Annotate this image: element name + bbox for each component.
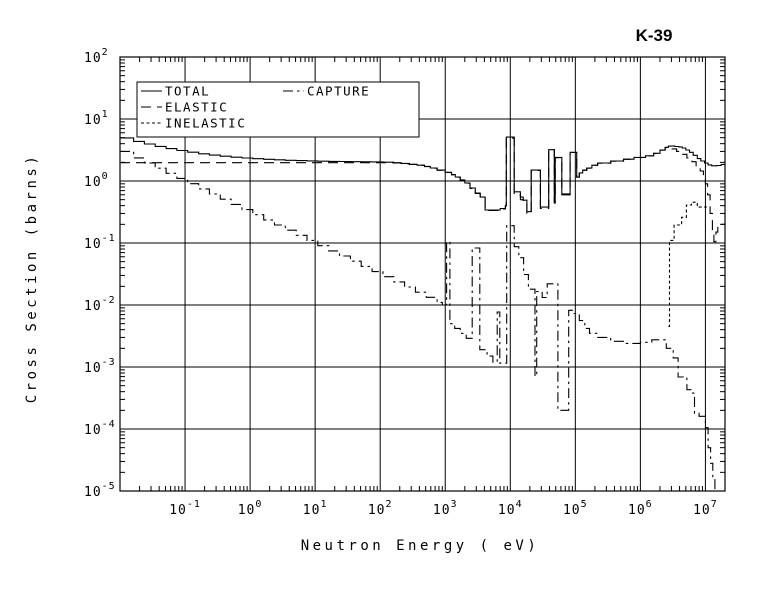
y-tick-label: 10-2: [84, 295, 116, 314]
y-tick-label: 10-4: [84, 419, 116, 438]
x-tick-label: 101: [303, 499, 328, 518]
y-tick-label: 102: [84, 47, 109, 66]
legend-label-inelastic: INELASTIC: [165, 116, 246, 131]
y-axis-label: Cross Section (barns): [24, 153, 40, 404]
plot-frame: [119, 56, 726, 492]
x-tick-label: 104: [498, 499, 523, 518]
x-tick-label: 107: [693, 499, 718, 518]
tick-labels: 102 101 100 10-1 10-2 10-3 10-4 10-5 10-1 100 101 1…: [84, 47, 718, 518]
x-tick-label: 102: [368, 499, 393, 518]
curves: [120, 136, 726, 491]
y-tick-label: 10-3: [84, 357, 116, 376]
x-tick-label: 103: [433, 499, 458, 518]
x-axis-label: Neutron Energy ( eV): [301, 538, 540, 554]
x-tick-label: 10-1: [169, 499, 201, 518]
y-tick-label: 100: [84, 171, 109, 190]
x-tick-label: 106: [628, 499, 653, 518]
curve-capture: [120, 150, 716, 491]
minor-ticks: [120, 57, 725, 491]
legend-label-total: TOTAL: [165, 84, 210, 99]
x-tick-label: 100: [238, 499, 263, 518]
curve-elastic: [120, 137, 726, 243]
legend-label-elastic: ELASTIC: [165, 100, 228, 115]
y-tick-label: 10-1: [84, 233, 116, 252]
legend-label-capture: CAPTURE: [307, 84, 370, 99]
y-tick-label: 101: [84, 109, 109, 128]
curve-total: [120, 136, 726, 213]
chart-title: K-39: [636, 26, 673, 45]
legend-box: [136, 81, 420, 138]
y-tick-label: 10-5: [84, 481, 116, 500]
gridlines: [120, 57, 725, 491]
curve-inelastic: [668, 201, 707, 328]
x-tick-label: 105: [563, 499, 588, 518]
